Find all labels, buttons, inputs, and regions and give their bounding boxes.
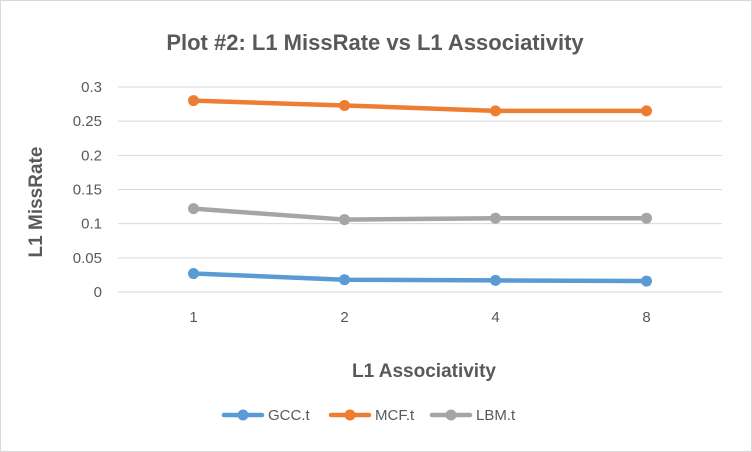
data-point	[490, 212, 501, 224]
series-lbm-t	[188, 203, 652, 226]
series-line	[191, 206, 649, 222]
data-point	[188, 95, 199, 107]
legend-label: MCF.t	[375, 407, 415, 424]
y-tick-label: 0.1	[81, 216, 102, 233]
chart-title: Plot #2: L1 MissRate vs L1 Associativity	[166, 30, 584, 55]
y-tick-label: 0.05	[73, 250, 102, 267]
legend-swatch-marker	[445, 409, 457, 421]
y-tick-label: 0	[94, 284, 102, 301]
legend-item: MCF.t	[328, 407, 415, 424]
data-point	[188, 203, 199, 215]
gridlines	[118, 86, 722, 293]
data-point	[339, 99, 350, 111]
x-tick-label: 4	[491, 309, 499, 326]
x-tick-label: 2	[340, 309, 348, 326]
legend-item: LBM.t	[429, 407, 516, 424]
series-mcf-t	[188, 95, 652, 117]
y-tick-label: 0.25	[73, 113, 102, 130]
legend-swatch-marker	[237, 409, 249, 421]
y-tick-labels: 0 0.05 0.1 0.15 0.2 0.25 0.3	[73, 79, 102, 301]
y-axis-title: L1 MissRate	[26, 147, 47, 258]
legend-swatch-marker	[344, 409, 356, 421]
y-tick-label: 0.15	[73, 182, 102, 199]
x-axis-title: L1 Associativity	[352, 361, 496, 382]
legend-label: GCC.t	[268, 407, 311, 424]
series-lines	[188, 95, 652, 287]
x-tick-labels: 1 2 4 8	[189, 309, 650, 326]
legend-item: GCC.t	[221, 407, 311, 424]
data-point	[490, 274, 501, 286]
data-point	[339, 274, 350, 286]
legend: GCC.t MCF.t LBM.t	[221, 407, 516, 424]
data-point	[339, 214, 350, 226]
y-tick-label: 0.2	[81, 147, 102, 164]
series-line	[191, 98, 649, 114]
data-point	[641, 275, 652, 287]
legend-label: LBM.t	[476, 407, 516, 424]
series-gcc-t	[188, 268, 652, 287]
series-line	[191, 271, 649, 284]
data-point	[490, 105, 501, 117]
y-tick-label: 0.3	[81, 79, 102, 96]
data-point	[641, 105, 652, 117]
data-point	[188, 268, 199, 280]
x-tick-label: 8	[642, 309, 650, 326]
data-point	[641, 212, 652, 224]
x-tick-label: 1	[189, 309, 197, 326]
